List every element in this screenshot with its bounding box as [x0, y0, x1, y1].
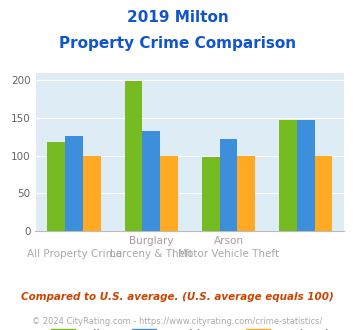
Legend: Milton, Washington, National: Milton, Washington, National — [46, 324, 334, 330]
Bar — [125, 81, 142, 231]
Bar — [297, 120, 315, 231]
Bar — [160, 155, 178, 231]
Bar — [279, 120, 297, 231]
Text: 2019 Milton: 2019 Milton — [127, 10, 228, 25]
Text: Compared to U.S. average. (U.S. average equals 100): Compared to U.S. average. (U.S. average … — [21, 292, 334, 302]
Text: Burglary: Burglary — [129, 236, 174, 246]
Bar — [202, 157, 220, 231]
Bar — [142, 131, 160, 231]
Bar — [83, 155, 101, 231]
Bar — [65, 136, 83, 231]
Text: Property Crime Comparison: Property Crime Comparison — [59, 36, 296, 51]
Bar — [237, 155, 255, 231]
Bar — [315, 155, 332, 231]
Text: © 2024 CityRating.com - https://www.cityrating.com/crime-statistics/: © 2024 CityRating.com - https://www.city… — [32, 317, 323, 326]
Bar — [48, 142, 65, 231]
Text: Motor Vehicle Theft: Motor Vehicle Theft — [178, 249, 279, 259]
Bar — [220, 139, 237, 231]
Text: Arson: Arson — [213, 236, 244, 246]
Text: All Property Crime: All Property Crime — [27, 249, 122, 259]
Text: Larceny & Theft: Larceny & Theft — [110, 249, 193, 259]
